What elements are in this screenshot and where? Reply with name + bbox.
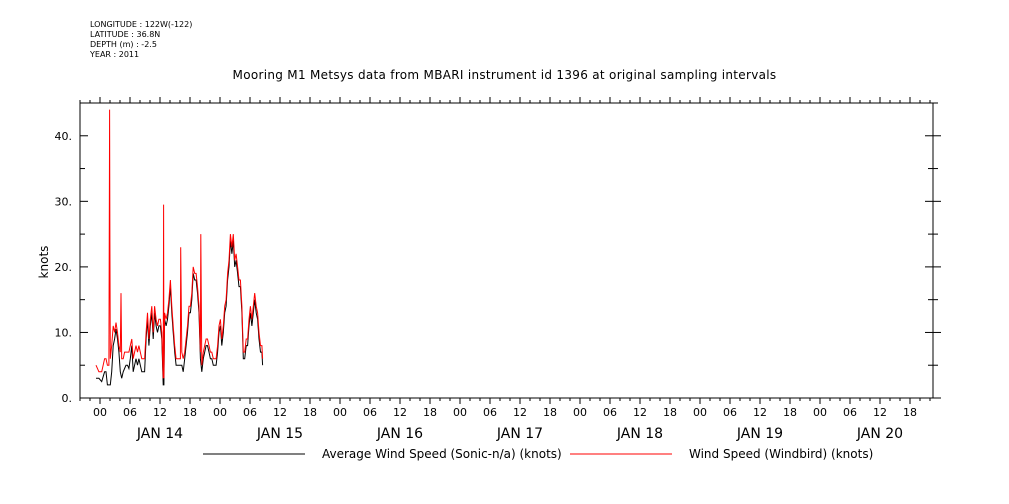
x-hour-label: 18	[423, 406, 437, 419]
legend: Average Wind Speed (Sonic-n/a) (knots) W…	[203, 447, 873, 461]
latitude-label: LATITUDE : 36.8N	[90, 30, 161, 39]
x-hour-label: 00	[813, 406, 827, 419]
x-hour-label: 18	[903, 406, 917, 419]
depth-label: DEPTH (m) : -2.5	[90, 40, 157, 49]
x-hour-label: 00	[333, 406, 347, 419]
series-group	[95, 109, 264, 386]
x-day-label: JAN 17	[496, 426, 543, 442]
y-tick-label: 40.	[55, 130, 73, 143]
metadata-block: LONGITUDE : 122W(-122) LATITUDE : 36.8N …	[90, 20, 192, 60]
legend-label-wind-speed-windbird: Wind Speed (Windbird) (knots)	[689, 447, 873, 461]
x-hour-label: 00	[213, 406, 227, 419]
x-day-label: JAN 20	[856, 426, 903, 442]
x-hour-label: 12	[753, 406, 767, 419]
x-hour-label: 06	[723, 406, 737, 419]
x-hour-label: 00	[453, 406, 467, 419]
plot-frame	[79, 102, 934, 399]
x-hour-label: 00	[693, 406, 707, 419]
series-line-wind-speed-windbird	[95, 109, 264, 379]
x-hour-label: 12	[273, 406, 287, 419]
y-axis-label: knots	[37, 246, 51, 279]
x-hour-label: 12	[393, 406, 407, 419]
x-hour-label: 18	[303, 406, 317, 419]
x-hour-label: 12	[513, 406, 527, 419]
x-hour-label: 06	[483, 406, 497, 419]
y-tick-label: 30.	[55, 195, 73, 208]
x-hour-label: 18	[783, 406, 797, 419]
series-line-average-wind-speed	[96, 240, 264, 386]
x-day-label: JAN 18	[616, 426, 663, 442]
x-hour-label: 18	[543, 406, 557, 419]
x-hour-label: 06	[123, 406, 137, 419]
year-label: YEAR : 2011	[90, 50, 140, 59]
x-day-label: JAN 15	[256, 426, 303, 442]
x-hour-label: 18	[183, 406, 197, 419]
chart-title: Mooring M1 Metsys data from MBARI instru…	[232, 68, 777, 82]
x-day-label: JAN 16	[376, 426, 423, 442]
x-hour-label: 00	[573, 406, 587, 419]
y-tick-label: 10.	[55, 326, 73, 339]
x-hour-label: 06	[363, 406, 377, 419]
longitude-label: LONGITUDE : 122W(-122)	[90, 20, 193, 29]
x-hour-label: 06	[843, 406, 857, 419]
x-hour-label: 18	[663, 406, 677, 419]
x-hour-label: 12	[633, 406, 647, 419]
x-day-label: JAN 14	[136, 426, 183, 442]
y-tick-label: 0.	[62, 392, 73, 405]
axis-ticks: 0. 10. 20. 30. 40. 00 06 12 18 00 06 12 18 00 06 12 18 00…	[55, 97, 941, 442]
legend-label-average-wind-speed: Average Wind Speed (Sonic-n/a) (knots)	[322, 447, 562, 461]
x-hour-label: 12	[153, 406, 167, 419]
x-hour-label: 06	[603, 406, 617, 419]
x-hour-label: 00	[93, 406, 107, 419]
x-day-label: JAN 19	[736, 426, 783, 442]
x-hour-label: 12	[873, 406, 887, 419]
y-tick-label: 20.	[55, 261, 73, 274]
x-hour-label: 06	[243, 406, 257, 419]
